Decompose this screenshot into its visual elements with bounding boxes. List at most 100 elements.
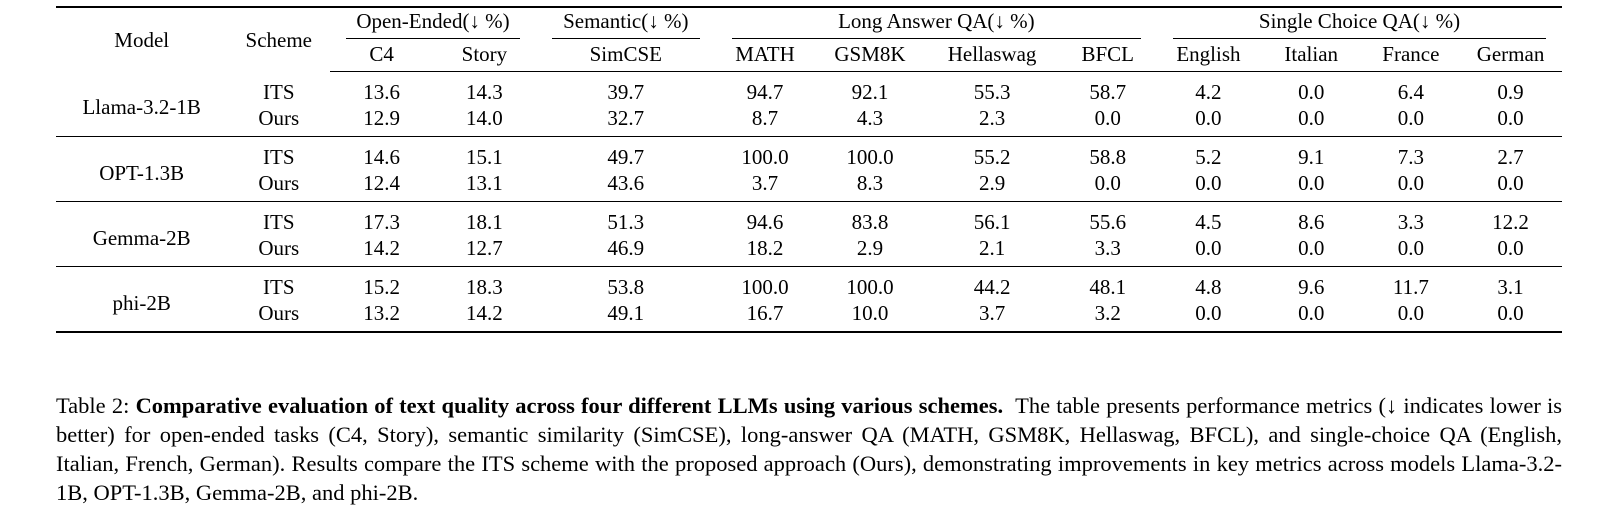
value-cell: 6.4 (1397, 80, 1424, 104)
scheme-cell: ITS (263, 145, 295, 169)
value-cell: 4.8 (1195, 275, 1222, 299)
value-cell: 0.9 (1497, 80, 1524, 104)
header-group-row: Model Scheme Open-Ended(↓ %) Semantic(↓ … (56, 6, 1562, 72)
value-cell: 4.3 (814, 105, 926, 137)
value-cell: 0.0 (1362, 105, 1460, 137)
model-name: Gemma-2B (56, 201, 228, 267)
group-label: Open-Ended(↓ %) (356, 9, 510, 33)
value-cell: 2.9 (925, 170, 1059, 202)
value-cell: 0.0 (1157, 235, 1260, 267)
value-cell: 0.0 (1259, 105, 1363, 137)
value-cell: 15.2 (363, 275, 400, 299)
value-cell: 49.7 (607, 145, 645, 169)
value-cell: 3.7 (715, 170, 815, 202)
value-cell: 5.2 (1195, 145, 1222, 169)
caption-title: Comparative evaluation of text quality a… (135, 392, 1004, 418)
value-cell: 7.3 (1397, 145, 1424, 169)
value-cell: 46.9 (535, 235, 716, 267)
col-france: France (1362, 39, 1460, 72)
value-cell: 0.0 (1362, 235, 1460, 267)
value-cell: 13.2 (330, 300, 433, 333)
table-header: Model Scheme Open-Ended(↓ %) Semantic(↓ … (56, 6, 1562, 72)
value-cell: 32.7 (535, 105, 716, 137)
col-story: Story (433, 39, 536, 72)
scheme-cell: ITS (263, 275, 295, 299)
value-cell: 56.1 (973, 210, 1011, 234)
value-cell: 14.2 (433, 300, 536, 333)
value-cell: 12.4 (330, 170, 433, 202)
scheme-cell: Ours (227, 300, 331, 333)
table-row: Llama-3.2-1B ITS 13.6 14.3 39.7 94.7 92.1 55.3 5… (56, 71, 1562, 137)
value-cell: 2.3 (925, 105, 1059, 137)
value-cell: 58.7 (1089, 80, 1127, 104)
value-cell: 8.7 (715, 105, 815, 137)
table-row: phi-2B ITS 15.2 18.3 53.8 100.0 100.0 44.2 48.1 4… (56, 266, 1562, 333)
value-cell: 12.7 (433, 235, 536, 267)
table-body: Llama-3.2-1B ITS 13.6 14.3 39.7 94.7 92.1 55.3 5… (56, 71, 1562, 333)
value-cell: 9.1 (1298, 145, 1325, 169)
value-cell: 4.2 (1195, 80, 1222, 104)
col-bfcl: BFCL (1058, 39, 1158, 72)
value-cell: 0.0 (1362, 300, 1460, 333)
header-subcolumn-row: C4 Story SimCSE MATH GSM8K Hellaswag BFC… (56, 39, 1562, 72)
header-scheme: Scheme (227, 6, 331, 72)
value-cell: 0.0 (1459, 105, 1562, 137)
table-row: Ours 13.2 14.2 49.1 16.7 10.0 3.7 3.2 0.0 0.0 0.0 0… (56, 300, 1562, 333)
scheme-cell: ITS (263, 79, 295, 104)
value-cell: 2.1 (925, 235, 1059, 267)
header-group-open-ended: Open-Ended(↓ %) (330, 6, 536, 39)
col-gsm8k: GSM8K (814, 39, 926, 72)
value-cell: 94.6 (746, 210, 784, 234)
value-cell: 55.2 (973, 145, 1011, 169)
value-cell: 14.2 (330, 235, 433, 267)
group-rule (346, 38, 520, 39)
value-cell: 16.7 (715, 300, 815, 333)
value-cell: 48.1 (1089, 275, 1127, 299)
value-cell: 0.0 (1259, 300, 1363, 333)
group-label: Single Choice QA(↓ %) (1258, 9, 1461, 33)
value-cell: 100.0 (741, 275, 789, 299)
value-cell: 2.9 (814, 235, 926, 267)
table-row: Ours 14.2 12.7 46.9 18.2 2.9 2.1 3.3 0.0 0.0 0.0 0.… (56, 235, 1562, 267)
value-cell: 0.0 (1459, 235, 1562, 267)
value-cell: 0.0 (1362, 170, 1460, 202)
value-cell: 0.0 (1157, 170, 1260, 202)
value-cell: 4.5 (1195, 210, 1222, 234)
group-label: Semantic(↓ %) (563, 9, 689, 33)
value-cell: 8.6 (1298, 210, 1325, 234)
model-name: phi-2B (56, 266, 228, 333)
value-cell: 100.0 (741, 145, 789, 169)
value-cell: 100.0 (846, 145, 894, 169)
value-cell: 3.1 (1497, 275, 1524, 299)
group-rule (551, 38, 700, 39)
value-cell: 3.3 (1058, 235, 1158, 267)
value-cell: 0.0 (1157, 105, 1260, 137)
value-cell: 15.1 (466, 145, 503, 169)
results-table: Model Scheme Open-Ended(↓ %) Semantic(↓ … (56, 6, 1562, 333)
caption-label: Table 2: (56, 392, 130, 418)
scheme-cell: Ours (227, 235, 331, 267)
value-cell: 17.3 (363, 210, 400, 234)
value-cell: 0.0 (1058, 105, 1158, 137)
scheme-cell: ITS (263, 210, 295, 234)
table-row: Ours 12.9 14.0 32.7 8.7 4.3 2.3 0.0 0.0 0.0 0.0 0.0 (56, 105, 1562, 137)
value-cell: 55.3 (973, 80, 1011, 104)
scheme-cell: Ours (227, 105, 331, 137)
group-rule (1173, 38, 1546, 39)
value-cell: 12.2 (1492, 210, 1529, 234)
group-label: Long Answer QA(↓ %) (838, 9, 1035, 33)
value-cell: 18.3 (466, 275, 503, 299)
table-row: Gemma-2B ITS 17.3 18.1 51.3 94.6 83.8 56.1 55.6 4… (56, 201, 1562, 267)
value-cell: 14.0 (433, 105, 536, 137)
value-cell: 10.0 (814, 300, 926, 333)
value-cell: 14.6 (363, 145, 400, 169)
caption-body: The table presents performance metrics (… (56, 392, 1563, 505)
value-cell: 0.0 (1298, 80, 1325, 104)
header-group-single-choice: Single Choice QA(↓ %) (1157, 6, 1562, 39)
value-cell: 12.9 (330, 105, 433, 137)
header-group-semantic: Semantic(↓ %) (535, 6, 716, 39)
header-group-long-answer: Long Answer QA(↓ %) (715, 6, 1158, 39)
col-math: MATH (715, 39, 815, 72)
value-cell: 92.1 (851, 80, 889, 104)
col-simcse: SimCSE (535, 39, 716, 72)
